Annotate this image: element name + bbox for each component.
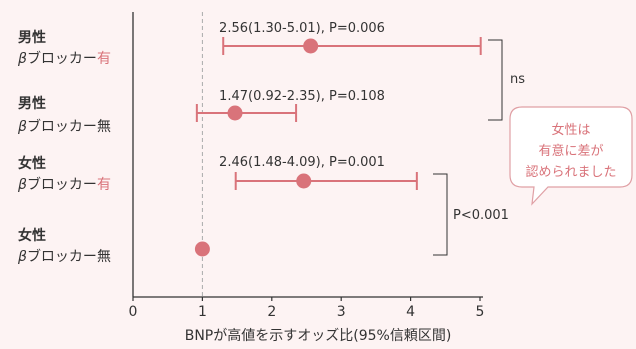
callout-text: 有意に差が [538,143,603,159]
group-label: 男性 [18,29,46,46]
estimate-annotation: 2.46(1.48-4.09), P=0.001 [219,155,385,170]
x-tick-label: 1 [198,304,207,320]
group-sublabel: βブロッカー有 [17,176,111,193]
group-label: 女性 [18,155,46,172]
point-estimate [227,105,243,121]
callout-text: 認められました [525,164,616,180]
group-sublabel: βブロッカー有 [17,50,111,67]
x-tick-label: 5 [476,304,485,320]
x-tick-label: 0 [129,304,138,320]
x-tick-label: 2 [267,304,276,320]
point-estimate [194,241,210,257]
point-estimate [296,173,312,189]
x-axis-title: BNPが高値を示すオッズ比(95%信頼区間) [185,327,452,344]
ns-bracket [488,39,503,121]
x-tick-label: 3 [337,304,346,320]
group-label: 女性 [18,227,46,244]
significance-label: P<0.001 [453,208,509,223]
ns-label: ns [510,72,525,87]
group-sublabel: βブロッカー無 [17,248,111,265]
x-tick-label: 4 [406,304,415,320]
callout-bubble [509,106,633,206]
group-sublabel: βブロッカー無 [17,118,111,135]
group-label: 男性 [18,95,46,112]
estimate-annotation: 1.47(0.92-2.35), P=0.108 [219,89,385,104]
estimate-annotation: 2.56(1.30-5.01), P=0.006 [219,21,385,36]
callout-text: 女性は [551,122,590,138]
significance-bracket [433,173,448,256]
point-estimate [303,38,319,54]
